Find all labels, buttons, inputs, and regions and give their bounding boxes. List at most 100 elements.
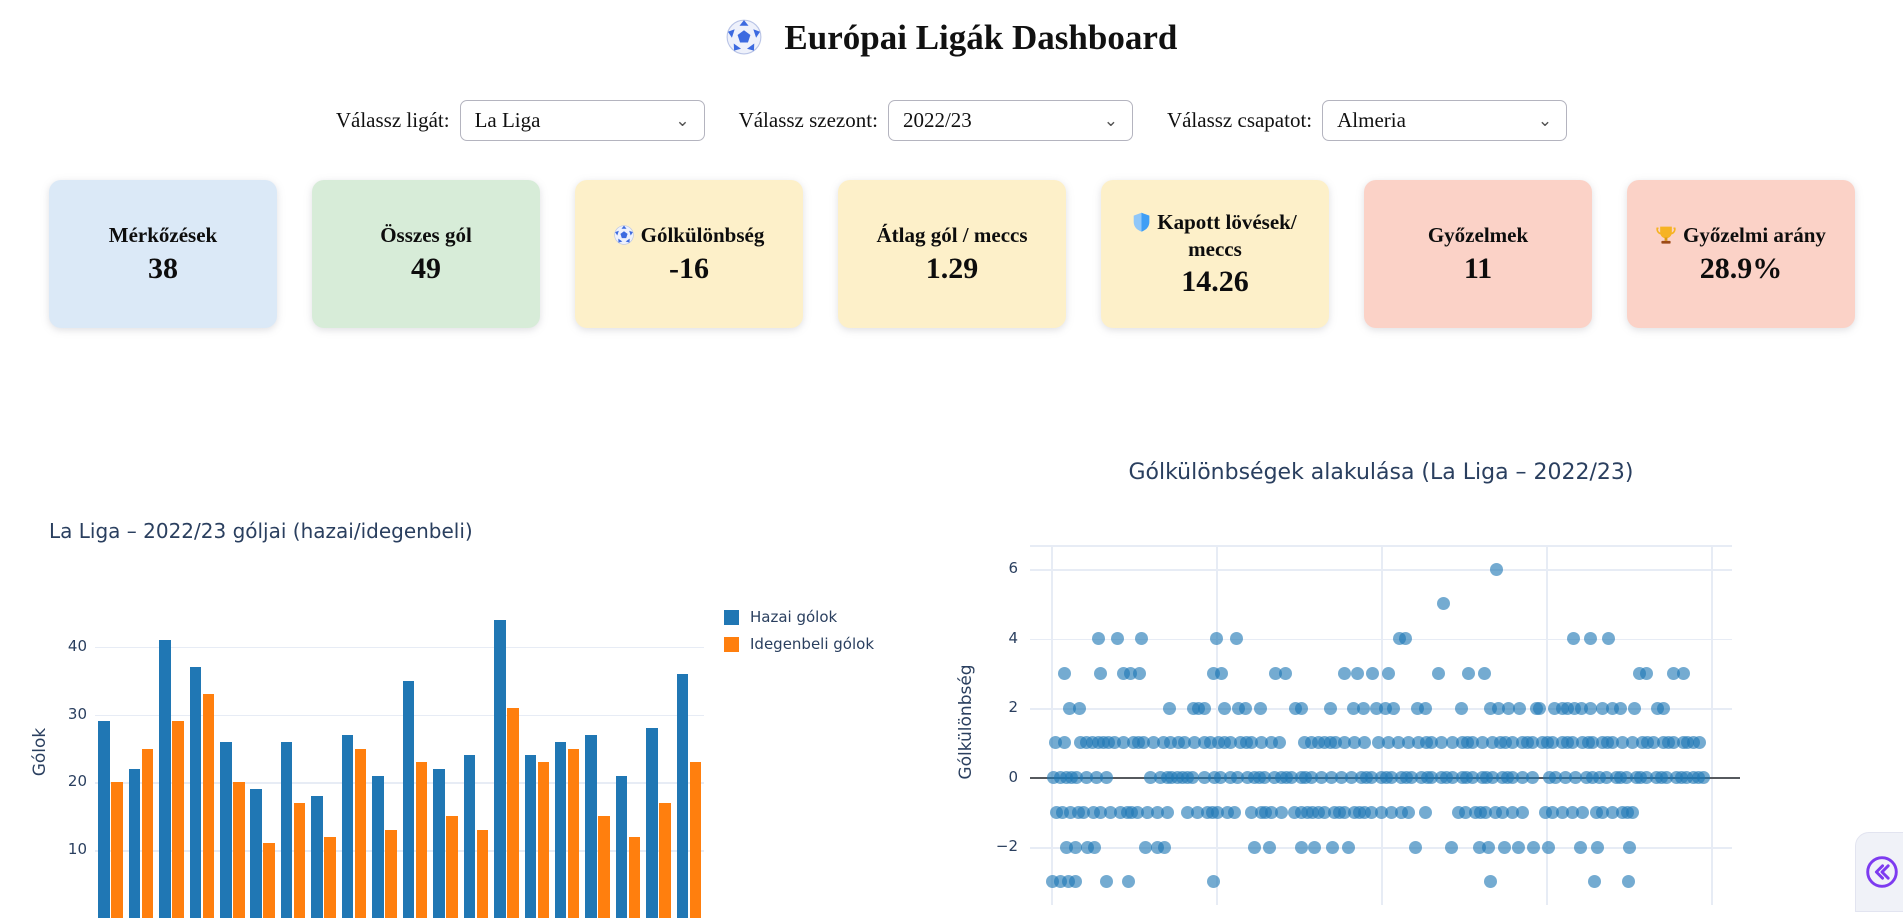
scatter-point [1574,841,1587,854]
scatter-point [1614,702,1627,715]
scatter-point [1387,702,1400,715]
scatter-point [1437,597,1450,610]
scatter-point [1088,841,1101,854]
bar-idegenbeli [294,803,306,918]
stat-card-value: 1.29 [926,252,979,286]
bar-hazai [677,674,689,918]
legend-item-idegenbeli[interactable]: Idegenbeli gólok [724,635,874,653]
legend-label-hazai: Hazai gólok [750,608,837,626]
scatter-point [1657,702,1670,715]
scatter-point [1158,841,1171,854]
scatter-point [1626,806,1639,819]
bar-idegenbeli [324,837,336,918]
scatter-point [1228,806,1241,819]
scatter-point [1326,841,1339,854]
bar-idegenbeli [477,830,489,918]
stat-card: Gólkülönbség-16 [575,180,803,328]
scatter-point [1588,875,1601,888]
trophy-icon [1656,223,1683,247]
bar-hazai [585,735,597,918]
bar-idegenbeli [446,816,458,918]
scatter-point [1338,667,1351,680]
bar-hazai [464,755,476,918]
bar-idegenbeli [233,782,245,918]
scatter-point [1295,702,1308,715]
scatter-point [1069,875,1082,888]
scatter-point [1399,632,1412,645]
bar-hazai [129,769,141,918]
team-select-value: Almeria [1337,108,1538,133]
bar-hazai [555,742,567,918]
scatter-point [1419,806,1432,819]
scatter-point [1697,771,1710,784]
scatter-point [1584,702,1597,715]
soccer-ball-icon [726,24,771,63]
scatter-ytick-label: 4 [976,629,1018,647]
scatter-point [1342,841,1355,854]
bar-hazai [190,667,202,918]
scatter-point [1640,667,1653,680]
page-title-text: Európai Ligák Dashboard [784,18,1177,57]
scatter-point [1094,667,1107,680]
bar-hazai [311,796,323,918]
hazai-swatch [724,610,739,625]
team-select[interactable]: Almeria ⌄ [1322,100,1567,141]
stat-card-value: 11 [1464,252,1492,286]
season-select[interactable]: 2022/23 ⌄ [888,100,1133,141]
bar-idegenbeli [629,837,641,918]
stat-card-value: 38 [148,252,178,286]
filter-controls: Válassz ligát: La Liga ⌄ Válassz szezont… [0,100,1903,141]
sidebar-expand-button[interactable] [1855,832,1903,912]
scatter-ytick-label: −2 [976,837,1018,855]
bar-hazai [525,755,537,918]
league-select[interactable]: La Liga ⌄ [460,100,705,141]
scatter-point [1584,632,1597,645]
scatter-chart-title: Gólkülönbségek alakulása (La Liga – 2022… [1030,460,1732,485]
stat-card-label: Mérkőzések [109,222,217,248]
bar-gridline [95,850,704,852]
league-control: Válassz ligát: La Liga ⌄ [336,100,705,141]
scatter-point [1295,841,1308,854]
scatter-gridline-v [1711,545,1713,905]
bar-idegenbeli [659,803,671,918]
stat-card-value: 28.9% [1700,252,1783,286]
scatter-point [1273,736,1286,749]
scatter-point [1230,632,1243,645]
bar-idegenbeli [355,749,367,918]
scatter-point [1576,806,1589,819]
scatter-point [1215,667,1228,680]
bar-gridline [95,715,704,717]
scatter-point [1308,841,1321,854]
scatter-point [1248,841,1261,854]
scatter-point [1254,702,1267,715]
scatter-gridline-v [1051,545,1053,905]
scatter-point [1100,875,1113,888]
scatter-point [1163,702,1176,715]
bar-chart-legend: Hazai gólok Idegenbeli gólok [724,608,874,653]
scatter-point [1622,875,1635,888]
scatter-point [1693,736,1706,749]
scatter-point [1602,632,1615,645]
scatter-point [1513,702,1526,715]
scatter-point [1482,841,1495,854]
scatter-point [1058,736,1071,749]
scatter-point [1092,632,1105,645]
scatter-point [1628,702,1641,715]
scatter-point [1073,702,1086,715]
bar-idegenbeli [690,762,702,918]
season-control: Válassz szezont: 2022/23 ⌄ [739,100,1133,141]
scatter-point [1111,632,1124,645]
scatter-ytick-label: 6 [976,559,1018,577]
scatter-point [1591,841,1604,854]
chevron-down-icon: ⌄ [1538,111,1552,131]
scatter-point [1058,667,1071,680]
bar-idegenbeli [142,749,154,918]
scatter-point [1533,702,1546,715]
scatter-point [1218,702,1231,715]
bar-hazai [220,742,232,918]
legend-item-hazai[interactable]: Hazai gólok [724,608,874,626]
scatter-point [1542,841,1555,854]
